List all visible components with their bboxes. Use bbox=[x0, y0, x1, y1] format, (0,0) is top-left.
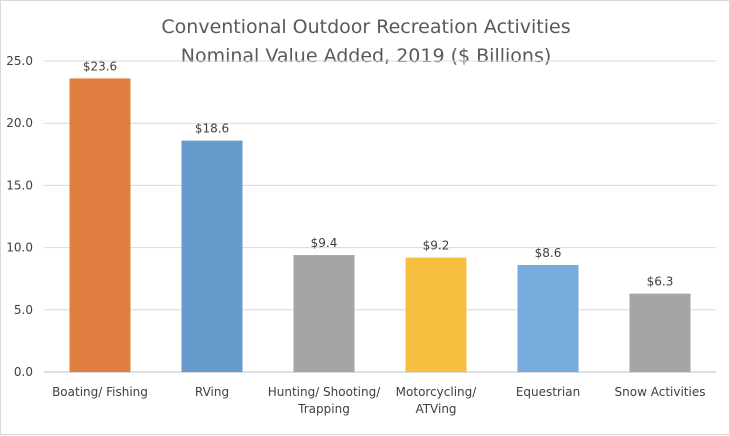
chart-title-line-1: Conventional Outdoor Recreation Activiti… bbox=[161, 16, 571, 38]
y-tick-label: 15.0 bbox=[6, 178, 33, 192]
category-label: Trapping bbox=[297, 402, 350, 416]
category-label: Motorcycling/ bbox=[396, 385, 478, 399]
category-label: ATVing bbox=[415, 402, 456, 416]
bar bbox=[69, 78, 131, 372]
bar bbox=[405, 257, 467, 372]
y-tick-label: 5.0 bbox=[14, 303, 33, 317]
y-tick-label: 0.0 bbox=[14, 365, 33, 379]
data-label: $18.6 bbox=[195, 122, 229, 136]
data-label: $8.6 bbox=[535, 246, 562, 260]
bar bbox=[517, 265, 579, 372]
category-label: Equestrian bbox=[516, 385, 580, 399]
category-label: Boating/ Fishing bbox=[52, 385, 148, 399]
category-label: Snow Activities bbox=[615, 385, 706, 399]
y-tick-label: 20.0 bbox=[6, 116, 33, 130]
bar bbox=[629, 293, 691, 372]
category-label: RVing bbox=[195, 385, 229, 399]
bar bbox=[181, 140, 243, 372]
bar bbox=[293, 255, 355, 372]
data-label: $9.4 bbox=[311, 236, 338, 250]
category-label: Hunting/ Shooting/ bbox=[268, 385, 382, 399]
data-label: $23.6 bbox=[83, 59, 117, 73]
data-label: $9.2 bbox=[423, 239, 450, 253]
y-tick-label: 25.0 bbox=[6, 54, 33, 68]
data-label: $6.3 bbox=[647, 275, 674, 289]
y-tick-label: 10.0 bbox=[6, 241, 33, 255]
